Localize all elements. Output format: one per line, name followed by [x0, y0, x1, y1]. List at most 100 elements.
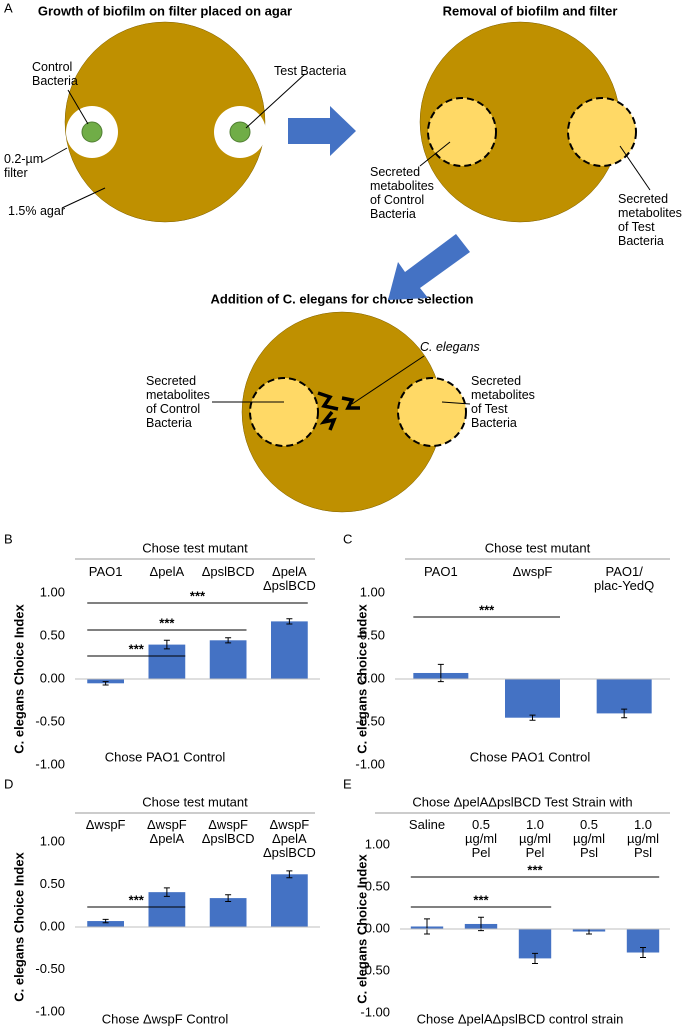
- error-bar: [225, 637, 232, 644]
- label: Secreted metabolites of Test Bacteria: [471, 374, 535, 430]
- panel-letter: E: [343, 776, 352, 791]
- bar: [271, 874, 308, 927]
- plate-title: Removal of biofilm and filter: [443, 3, 618, 18]
- error-bar: [102, 918, 109, 924]
- bar: [596, 679, 652, 714]
- y-tick-label: -1.00: [35, 756, 65, 771]
- y-tick-label: 0.50: [360, 627, 385, 642]
- x-tick-label: ΔpelA: [149, 564, 185, 579]
- y-tick-label: -0.50: [35, 713, 65, 728]
- x-tick-label: PAO1: [423, 564, 458, 579]
- plate-title: Growth of biofilm on filter placed on ag…: [38, 3, 292, 18]
- label: Secreted metabolites of Test Bacteria: [618, 192, 682, 248]
- metabolite-zone: [249, 377, 319, 447]
- agar-plate: [64, 21, 266, 223]
- x-tick-label: 0.5 µg/ml Psl: [572, 817, 606, 860]
- x-tick-label: PAO1/ plac-YedQ: [594, 564, 655, 593]
- y-tick-label: 0.00: [40, 670, 65, 685]
- leader-line: [245, 73, 306, 129]
- panel-letter: D: [4, 776, 13, 791]
- header: Chose test mutant: [485, 540, 591, 555]
- y-tick-label: 1.00: [40, 833, 65, 848]
- y-tick-label: 0.50: [40, 627, 65, 642]
- arrow: [288, 106, 356, 156]
- error-bar: [640, 946, 646, 959]
- error-bar: [424, 918, 430, 935]
- y-tick-label: 1.00: [40, 584, 65, 599]
- bar: [271, 621, 308, 679]
- leader-line: [441, 401, 471, 405]
- significance-label: ***: [473, 892, 489, 907]
- x-tick-label: ΔwspF ΔpelA ΔpslBCD: [263, 817, 316, 860]
- x-tick-label: ΔwspF: [85, 817, 126, 832]
- label: 1.5% agar: [8, 204, 65, 218]
- error-bar: [286, 618, 293, 625]
- label: Test Bacteria: [274, 64, 347, 78]
- bar: [209, 898, 247, 927]
- leader-line: [61, 187, 106, 209]
- bar: [148, 644, 186, 679]
- x-tick-label: ΔwspF ΔpslBCD: [201, 817, 255, 846]
- bar: [626, 929, 660, 953]
- error-bar: [478, 916, 484, 932]
- y-tick-label: -1.00: [355, 756, 385, 771]
- label: 0.2-µm filter: [4, 152, 44, 180]
- significance-label: ***: [129, 892, 145, 907]
- y-axis-label: C. elegans Choice Index: [354, 853, 369, 1003]
- bar: [148, 892, 186, 927]
- error-bar: [532, 952, 538, 964]
- leader-line: [67, 89, 89, 125]
- y-tick-label: 0.50: [40, 876, 65, 891]
- header: Chose test mutant: [142, 794, 248, 809]
- metabolite-zone: [397, 377, 467, 447]
- x-tick-label: PAO1: [88, 564, 123, 579]
- x-axis-label: Chose PAO1 Control: [470, 749, 591, 764]
- leader-line: [619, 145, 651, 191]
- bar: [87, 921, 124, 927]
- y-axis-label: C. elegans Choice Index: [354, 603, 369, 753]
- header: Chose ΔpelAΔpslBCD Test Strain with: [412, 794, 632, 809]
- x-axis-label: Chose ΔpelAΔpslBCD control strain: [417, 1011, 624, 1026]
- panel-letter: B: [4, 531, 13, 546]
- plate-title: Addition of C. elegans for choice select…: [211, 291, 474, 306]
- x-tick-label: 1.0 µg/ml Pel: [518, 817, 552, 860]
- y-tick-label: 0.00: [40, 918, 65, 933]
- y-tick-label: -0.50: [360, 962, 390, 977]
- y-tick-label: -0.50: [35, 961, 65, 976]
- y-tick-label: 1.00: [360, 584, 385, 599]
- y-tick-label: 0.00: [360, 670, 385, 685]
- error-bar: [102, 681, 109, 686]
- header: Chose test mutant: [142, 540, 248, 555]
- significance-label: ***: [527, 862, 543, 877]
- error-bar: [163, 887, 170, 897]
- y-tick-label: -1.00: [35, 1003, 65, 1018]
- label: Control Bacteria: [32, 60, 78, 88]
- y-tick-label: -0.50: [355, 713, 385, 728]
- significance-label: ***: [190, 588, 206, 603]
- error-bar: [286, 870, 293, 879]
- y-axis-label: C. elegans Choice Index: [11, 603, 26, 753]
- y-tick-label: -1.00: [360, 1004, 390, 1019]
- arrow: [388, 234, 470, 300]
- x-tick-label: Saline: [408, 817, 446, 832]
- bar: [209, 640, 247, 679]
- label: Secreted metabolites of Control Bacteria: [146, 374, 210, 430]
- x-tick-label: 1.0 µg/ml Psl: [626, 817, 660, 860]
- error-bar: [225, 894, 232, 902]
- panel-letter: C: [343, 531, 352, 546]
- significance-label: ***: [159, 615, 175, 630]
- bar: [505, 679, 560, 718]
- error-bar: [163, 639, 170, 650]
- error-bar: [621, 708, 628, 719]
- leader-line: [351, 355, 425, 405]
- y-axis-label: C. elegans Choice Index: [11, 851, 26, 1001]
- significance-label: ***: [129, 641, 145, 656]
- x-tick-label: ΔpslBCD: [201, 564, 255, 579]
- significance-label: ***: [479, 602, 495, 617]
- leader-line: [41, 147, 68, 163]
- metabolite-zone: [567, 97, 637, 167]
- x-tick-label: ΔwspF ΔpelA: [147, 817, 187, 846]
- x-tick-label: ΔpelA ΔpslBCD: [263, 564, 316, 593]
